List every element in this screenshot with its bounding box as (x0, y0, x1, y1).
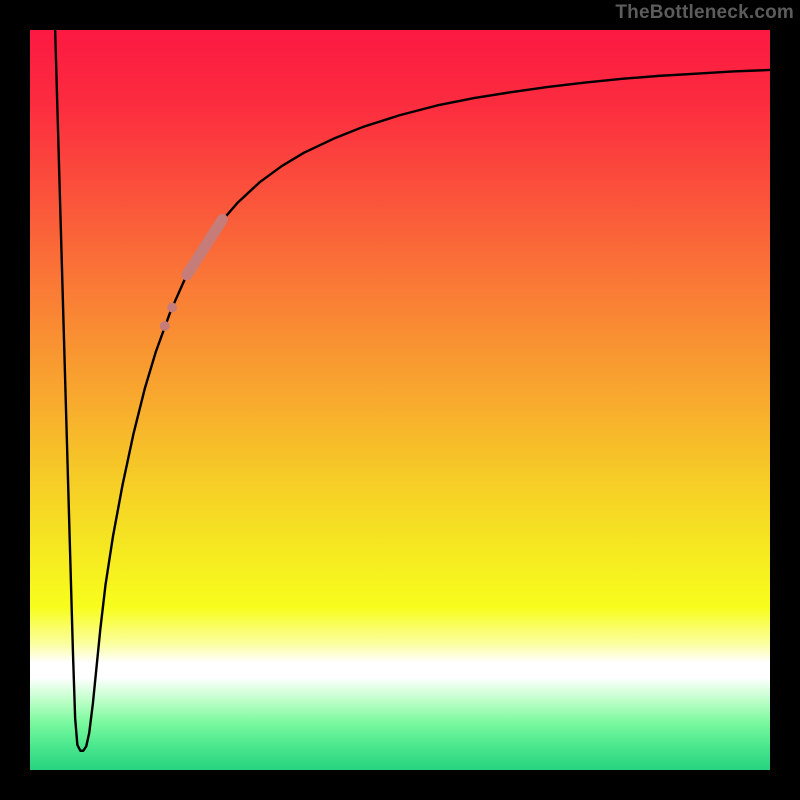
bottleneck-curve-plot (30, 30, 770, 770)
watermark-text: TheBottleneck.com (615, 2, 794, 24)
chart-frame: TheBottleneck.com (0, 0, 800, 800)
